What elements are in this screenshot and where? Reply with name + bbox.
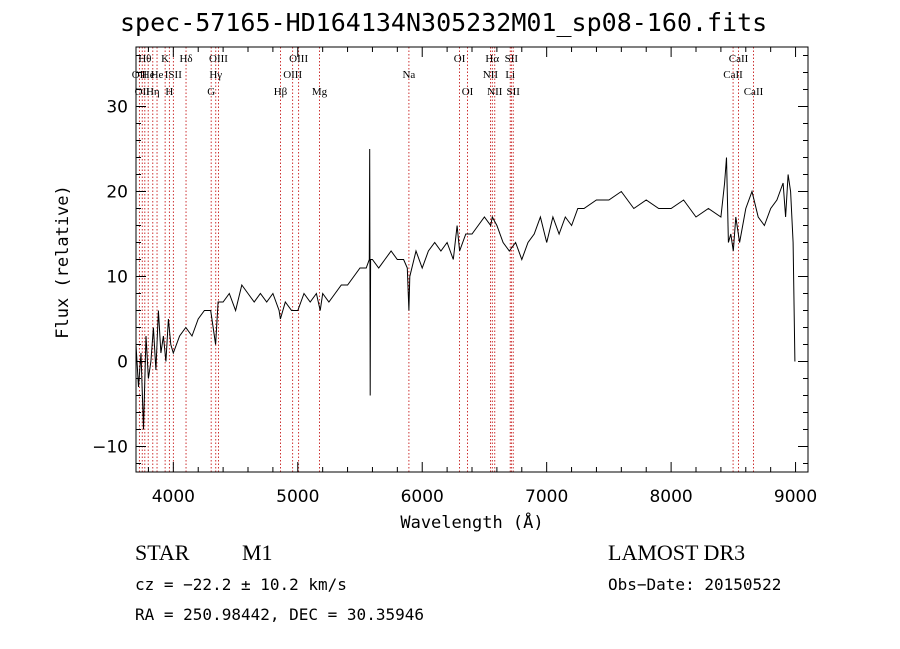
line-label-16: Mg: [312, 86, 328, 98]
line-label-2: Hθ: [138, 53, 151, 65]
line-label-11: Hγ: [209, 69, 222, 81]
line-label-8: ISII: [165, 69, 182, 81]
line-label-9: Hδ: [179, 53, 192, 65]
chart-title: spec-57165-HD164134N305232M01_sp08-160.f…: [120, 8, 768, 37]
emission-line-markers: [138, 47, 754, 472]
redshift-cz: cz = −22.2 ± 10.2 km/s: [135, 575, 347, 594]
line-label-18: OI: [454, 53, 466, 65]
y-axis-ticks: −10 0 10 20 30: [92, 55, 808, 464]
line-label-5: He: [151, 69, 164, 81]
line-label-6: K: [161, 53, 169, 65]
y-axis-label: Flux (relative): [53, 185, 73, 339]
survey-name: LAMOST DR3: [608, 540, 746, 565]
line-label-10: G: [207, 86, 215, 98]
x-tick-label-4: 8000: [649, 487, 692, 507]
line-label-14: OIII: [283, 69, 302, 81]
spectrum-line: [135, 148, 796, 430]
line-label-23: Li: [505, 69, 515, 81]
line-label-19: OI: [462, 86, 474, 98]
x-tick-label-5: 9000: [774, 487, 817, 507]
emission-line-labels: OIIOIIHθHeHηHeKHISIIHδGHγOIIIHβOIIIOIIIM…: [132, 53, 764, 98]
line-label-15: OIII: [289, 53, 308, 65]
line-label-4: Hη: [146, 86, 160, 98]
line-label-7: H: [165, 86, 173, 98]
x-tick-label-0: 4000: [152, 487, 195, 507]
line-label-13: Hβ: [274, 86, 288, 98]
x-tick-label-2: 6000: [401, 487, 444, 507]
line-label-25: SII: [506, 86, 520, 98]
line-label-12: OIII: [209, 53, 228, 65]
y-tick-label-3: 20: [106, 183, 128, 203]
line-label-22: NII: [487, 86, 503, 98]
y-tick-label-2: 10: [106, 268, 128, 288]
line-label-21: Hα: [485, 53, 499, 65]
y-tick-label-0: −10: [92, 438, 128, 458]
x-axis-ticks: 4000 5000 6000 7000 8000 9000: [147, 47, 817, 507]
x-tick-label-1: 5000: [276, 487, 319, 507]
line-label-26: CaII: [723, 69, 743, 81]
y-tick-label-4: 30: [106, 98, 128, 118]
line-label-17: Na: [402, 69, 415, 81]
x-tick-label-3: 7000: [525, 487, 568, 507]
object-subclass: M1: [242, 540, 273, 565]
line-label-27: CaII: [729, 53, 749, 65]
line-label-28: CaII: [744, 86, 764, 98]
y-tick-label-1: 0: [117, 353, 128, 373]
line-label-3: He: [142, 69, 155, 81]
observation-date: Obs−Date: 20150522: [608, 575, 782, 594]
line-label-24: SII: [505, 53, 519, 65]
plot-frame: [135, 46, 809, 473]
line-label-20: NII: [483, 69, 499, 81]
object-class: STAR: [135, 540, 190, 565]
x-axis-label: Wavelength (Å): [400, 511, 543, 533]
coordinates: RA = 250.98442, DEC = 30.35946: [135, 605, 424, 624]
